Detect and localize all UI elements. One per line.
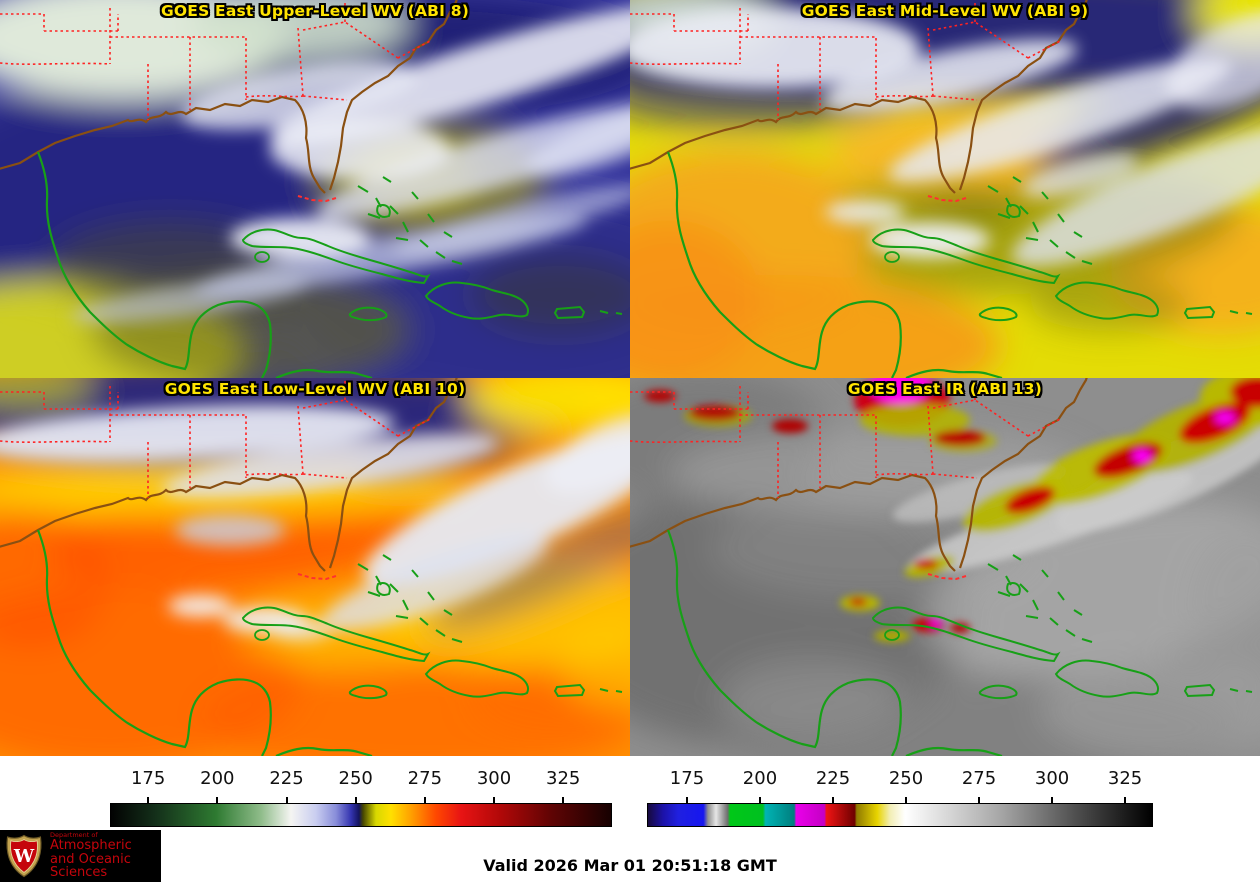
colorbar-tick-label: 250 bbox=[338, 768, 373, 789]
colorbar-tick bbox=[147, 797, 150, 803]
valid-timestamp: Valid 2026 Mar 01 20:51:18 GMT bbox=[483, 856, 777, 875]
ir-colorbar: 175 200 225 250 275 300 325 bbox=[647, 756, 1153, 832]
colorbar-tick-label: 200 bbox=[742, 768, 778, 789]
colorbar-tick bbox=[1051, 797, 1054, 803]
logo-text: Department of Atmospheric and Oceanic Sc… bbox=[50, 832, 161, 880]
wv-colorbar-gradient bbox=[110, 803, 612, 827]
colorbar-tick bbox=[354, 797, 357, 803]
colorbar-tick bbox=[978, 797, 981, 803]
footer: W Department of Atmospheric and Oceanic … bbox=[0, 830, 1260, 882]
panel-upper-level-wv: GOES East Upper-Level WV (ABI 8) bbox=[0, 0, 630, 378]
logo-name-line1: Atmospheric bbox=[50, 837, 132, 853]
colorbar-tick bbox=[493, 797, 496, 803]
wv-mid-imagery bbox=[630, 0, 1260, 378]
colorbar-tick bbox=[758, 797, 761, 803]
wv-low-imagery bbox=[0, 378, 630, 756]
wv-colorbar: 175 200 225 250 275 300 325 bbox=[110, 756, 612, 832]
uw-aos-logo: W Department of Atmospheric and Oceanic … bbox=[0, 830, 161, 882]
colorbar-tick-label: 175 bbox=[669, 768, 705, 789]
colorbar-tick-label: 175 bbox=[130, 768, 166, 789]
colorbar-strip: 175 200 225 250 275 300 325 175 200 225 250 275 300… bbox=[0, 756, 1260, 832]
colorbar-tick bbox=[685, 797, 688, 803]
ir-colorbar-gradient bbox=[647, 803, 1153, 827]
uw-crest-icon: W bbox=[6, 834, 42, 878]
ir-imagery bbox=[630, 378, 1260, 756]
colorbar-tick-label: 275 bbox=[961, 768, 997, 789]
colorbar-tick-label: 300 bbox=[1034, 768, 1070, 789]
wv-upper-imagery bbox=[0, 0, 630, 378]
colorbar-tick-label: 225 bbox=[815, 768, 851, 789]
panel-ir: GOES East IR (ABI 13) bbox=[630, 378, 1260, 756]
panel-low-level-wv: GOES East Low-Level WV (ABI 10) bbox=[0, 378, 630, 756]
colorbar-tick bbox=[832, 797, 834, 803]
colorbar-tick bbox=[905, 797, 908, 803]
colorbar-tick bbox=[285, 797, 288, 803]
colorbar-tick bbox=[562, 797, 565, 803]
colorbar-tick-label: 275 bbox=[407, 768, 443, 789]
colorbar-tick bbox=[216, 797, 219, 803]
logo-name-line2: and Oceanic Sciences bbox=[50, 851, 131, 881]
colorbar-tick-label: 200 bbox=[200, 768, 235, 789]
panel-mid-level-wv: GOES East Mid-Level WV (ABI 9) bbox=[630, 0, 1260, 378]
colorbar-tick bbox=[1124, 797, 1127, 803]
colorbar-tick-label: 325 bbox=[546, 768, 581, 789]
crest-letter: W bbox=[13, 846, 35, 867]
colorbar-tick-label: 325 bbox=[1107, 768, 1143, 789]
colorbar-tick-label: 225 bbox=[269, 768, 304, 789]
colorbar-tick-label: 300 bbox=[476, 768, 512, 789]
colorbar-tick-label: 250 bbox=[888, 768, 924, 789]
colorbar-tick bbox=[423, 797, 426, 803]
logo-dept-line: Department of bbox=[50, 831, 98, 840]
